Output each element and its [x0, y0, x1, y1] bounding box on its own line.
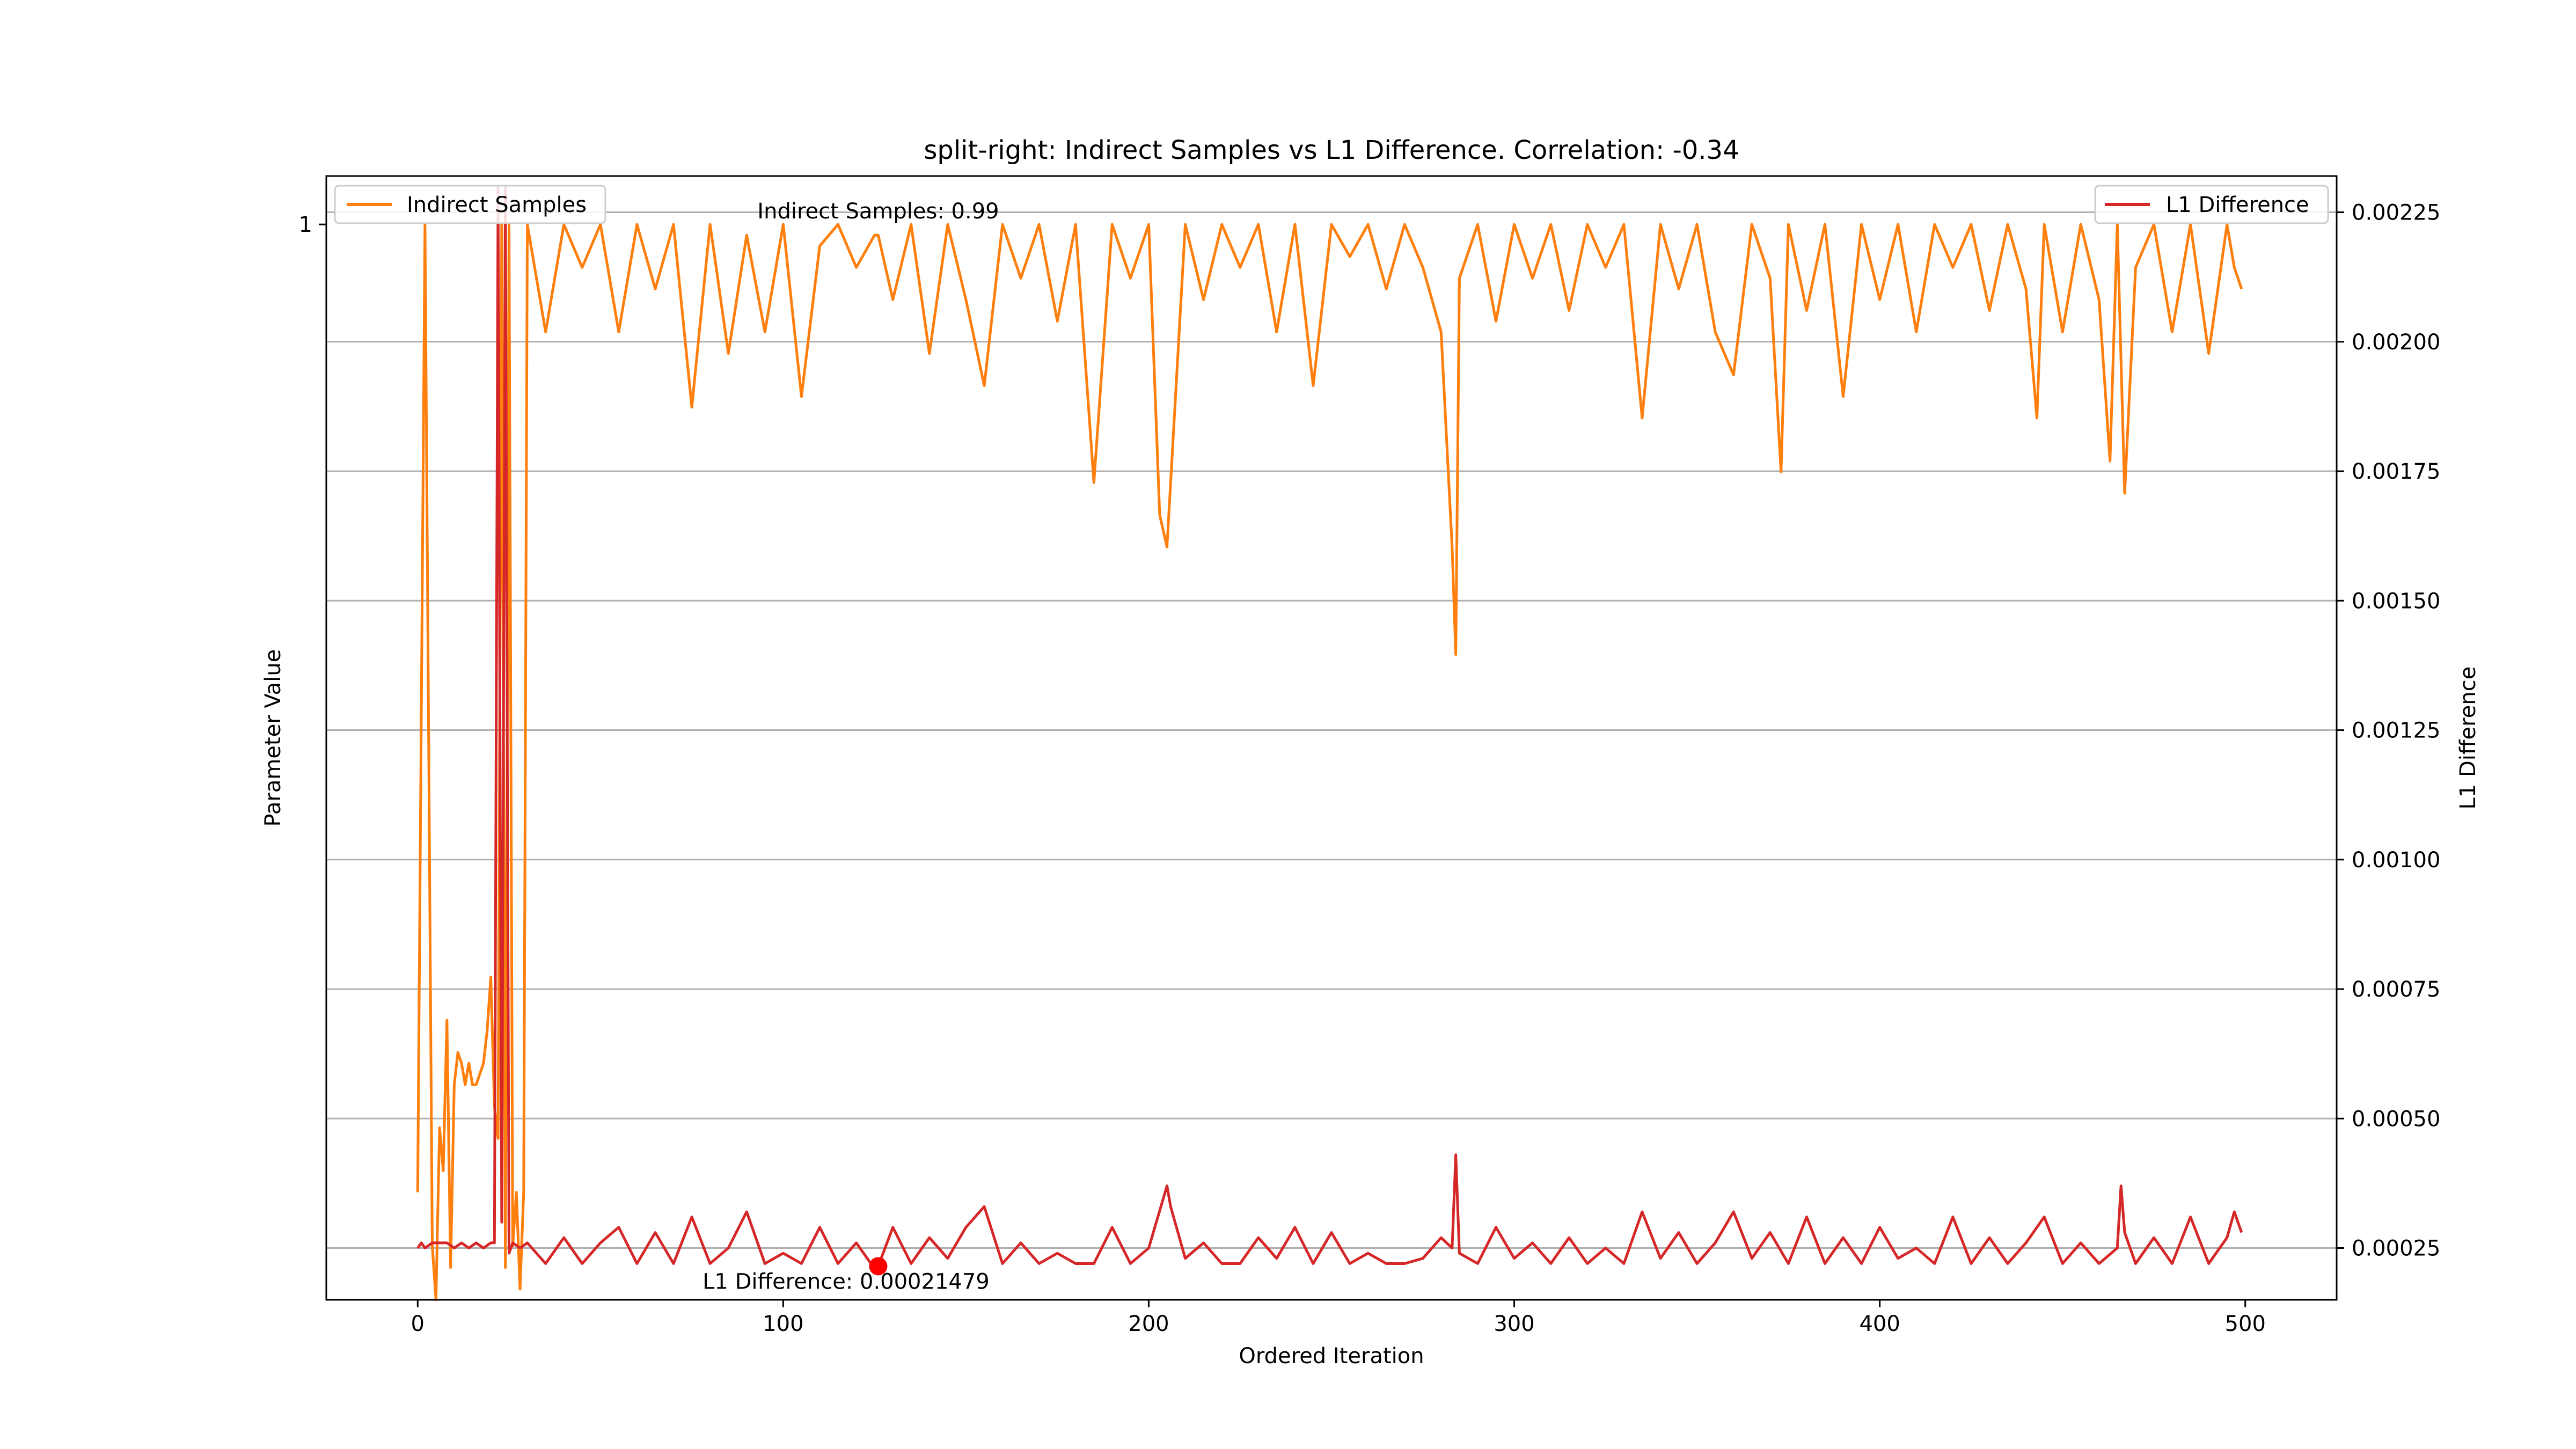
- right-y-tick-label: 0.00225: [2352, 201, 2440, 225]
- grid-lines: [326, 211, 2337, 1249]
- legend-left: Indirect Samples: [334, 185, 606, 224]
- right-y-tick-label: 0.00125: [2352, 719, 2440, 743]
- annotation-marks: Indirect Samples: 0.99 L1 Difference: 0.0…: [702, 199, 999, 1294]
- x-tick-label: 200: [1128, 1312, 1169, 1336]
- l1-difference-annotation: L1 Difference: 0.00021479: [702, 1269, 990, 1294]
- x-tick-label: 500: [2225, 1312, 2266, 1336]
- right-y-axis-label: L1 Difference: [2456, 667, 2480, 810]
- x-tick-label: 300: [1494, 1312, 1534, 1336]
- right-y-tick-label: 0.00175: [2352, 459, 2440, 484]
- right-y-tick-label: 0.00100: [2352, 848, 2440, 873]
- right-y-tick-label: 0.00075: [2352, 977, 2440, 1002]
- x-axis-label: Ordered Iteration: [1239, 1344, 1424, 1368]
- x-axis-ticks: 0 100 200 300 400 500: [411, 1300, 2266, 1336]
- left-y-axis-ticks: 1: [299, 213, 326, 237]
- right-y-axis-ticks: 0.00025 0.00050 0.00075 0.00100 0.00125 0.001…: [2337, 201, 2440, 1261]
- legend-l1-label: L1 Difference: [2166, 193, 2309, 217]
- indirect-samples-annotation: Indirect Samples: 0.99: [757, 199, 999, 224]
- legend-indirect-label: Indirect Samples: [407, 193, 587, 217]
- chart-title: split-right: Indirect Samples vs L1 Diff…: [924, 135, 1739, 165]
- right-y-tick-label: 0.00025: [2352, 1236, 2440, 1261]
- indirect-samples-line: [416, 223, 2243, 1301]
- legend-right: L1 Difference: [2094, 185, 2329, 224]
- right-y-tick-label: 0.00200: [2352, 330, 2440, 355]
- plot-frame: [325, 175, 2338, 1301]
- series-lines: [416, 185, 2243, 1301]
- x-tick-label: 400: [1859, 1312, 1900, 1336]
- right-y-tick-label: 0.00050: [2352, 1107, 2440, 1131]
- right-y-tick-label: 0.00150: [2352, 589, 2440, 613]
- x-tick-label: 100: [763, 1312, 803, 1336]
- l1-difference-line: [416, 185, 2243, 1270]
- legend-left-box: [334, 185, 606, 224]
- left-y-axis-label: Parameter Value: [261, 649, 286, 827]
- x-tick-label: 0: [411, 1312, 425, 1336]
- left-y-tick-label: 1: [299, 213, 312, 237]
- selected-point-marker: [869, 1257, 888, 1276]
- legend-right-box: [2094, 185, 2329, 224]
